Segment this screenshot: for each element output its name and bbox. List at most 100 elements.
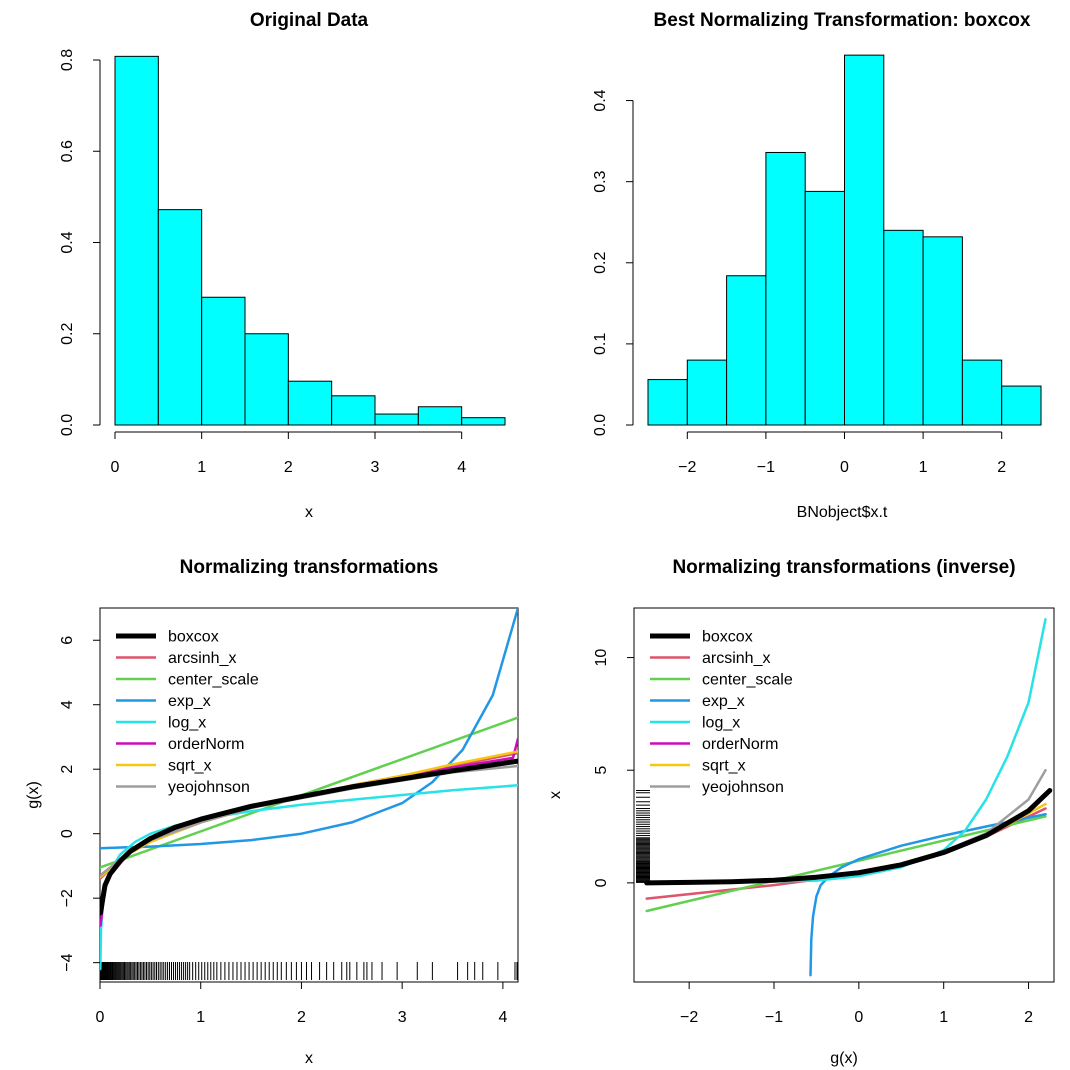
series-line-sqrt-x — [645, 802, 1047, 885]
x-tick-label: −2 — [678, 459, 696, 476]
y-tick-label: 0.6 — [59, 140, 76, 162]
x-tick-label: 0 — [840, 459, 849, 476]
histogram-bar — [331, 395, 376, 426]
chart-title: Normalizing transformations — [180, 557, 439, 578]
y-tick-label: 0 — [593, 878, 610, 887]
y-axis-label: g(x) — [25, 781, 42, 809]
y-tick-label: 0.4 — [59, 231, 76, 253]
legend-label: yeojohnson — [168, 779, 250, 796]
histogram-bar — [765, 151, 806, 426]
histogram-bar — [961, 359, 1003, 426]
histogram-bar — [686, 359, 728, 426]
legend-label: orderNorm — [168, 736, 244, 753]
x-tick-label: −1 — [765, 1009, 783, 1026]
x-axis-label: x — [305, 1050, 313, 1067]
series-line-yeojohnson — [100, 764, 518, 877]
x-tick-label: 2 — [1024, 1009, 1033, 1026]
x-tick-label: 0 — [96, 1009, 105, 1026]
y-tick-label: −4 — [59, 953, 76, 971]
histogram-bar — [804, 190, 846, 426]
series-line-arcsinh-x — [645, 807, 1047, 900]
legend-label: boxcox — [168, 629, 219, 646]
y-axis-label: x — [547, 791, 564, 799]
series-line-center-scale — [645, 815, 1047, 913]
legend-label: arcsinh_x — [168, 650, 236, 667]
x-tick-label: 4 — [457, 459, 466, 476]
histogram-bar — [922, 236, 963, 426]
legend-label: center_scale — [702, 672, 793, 689]
histogram-bar — [883, 229, 924, 426]
histogram-bar — [287, 380, 333, 426]
histogram-bar — [417, 406, 463, 426]
series-line-log-x — [100, 784, 518, 971]
legend-label: log_x — [168, 715, 206, 732]
y-tick-label: 0.2 — [59, 323, 76, 345]
histogram-bar — [1001, 385, 1042, 426]
histogram-bar — [114, 55, 159, 426]
y-tick-label: 2 — [59, 765, 76, 774]
chart-title: Normalizing transformations (inverse) — [672, 557, 1015, 578]
chart-title: Original Data — [250, 10, 369, 31]
series-group — [100, 608, 518, 980]
y-tick-label: 0.1 — [592, 333, 609, 355]
y-tick-label: 10 — [593, 649, 610, 667]
x-tick-label: 1 — [197, 459, 206, 476]
x-tick-label: 3 — [398, 1009, 407, 1026]
y-tick-label: 6 — [59, 636, 76, 645]
legend-label: orderNorm — [702, 736, 778, 753]
x-tick-label: 3 — [371, 459, 380, 476]
y-tick-label: 0.8 — [59, 49, 76, 71]
x-axis-label: g(x) — [830, 1050, 858, 1067]
plot-frame — [99, 607, 519, 983]
panel-4: Normalizing transformations (inverse) g(x… — [547, 557, 1055, 1067]
x-axis-label: x — [305, 504, 313, 521]
x-tick-label: 0 — [111, 459, 120, 476]
x-tick-label: 2 — [997, 459, 1006, 476]
histogram-bar — [726, 275, 767, 426]
y-tick-label: 0.4 — [592, 89, 609, 111]
histogram-bar — [844, 54, 885, 426]
x-tick-label: 1 — [919, 459, 928, 476]
histogram-bar — [374, 413, 419, 426]
x-tick-label: 2 — [297, 1009, 306, 1026]
x-tick-label: 1 — [939, 1009, 948, 1026]
histogram-bar — [461, 417, 506, 426]
panel-2: Best Normalizing Transformation: boxcox B… — [592, 10, 1042, 521]
legend-label: sqrt_x — [702, 758, 746, 775]
y-tick-label: 0.2 — [592, 252, 609, 274]
series-line-boxcox — [644, 788, 1053, 886]
x-tick-label: −1 — [757, 459, 775, 476]
x-axis-label: BNobject$x.t — [797, 504, 888, 521]
legend-label: arcsinh_x — [702, 650, 770, 667]
histogram-bar — [647, 379, 688, 426]
series-line-boxcox — [100, 758, 518, 916]
series-line-exp-x — [809, 812, 1047, 977]
x-tick-label: −2 — [680, 1009, 698, 1026]
series-line-ordernorm — [645, 793, 1047, 885]
y-tick-label: 0.0 — [59, 414, 76, 436]
y-tick-label: −2 — [59, 889, 76, 907]
x-tick-label: 2 — [284, 459, 293, 476]
panel-3: Normalizing transformations x g(x) 0 1 2 3 4 −4 −… — [25, 557, 519, 1067]
y-tick-label: 0 — [59, 829, 76, 838]
histogram-bar — [157, 209, 203, 426]
panel-1: Original Data x 0 1 2 3 4 0.0 0.2 0.4 0.6 0.8 — [59, 10, 506, 521]
y-tick-label: 0.0 — [592, 414, 609, 436]
series-line-center-scale — [100, 716, 518, 869]
y-tick-label: 0.3 — [592, 170, 609, 192]
legend-label: log_x — [702, 715, 740, 732]
legend-label: exp_x — [168, 693, 211, 710]
x-tick-label: 1 — [196, 1009, 205, 1026]
legend-label: sqrt_x — [168, 758, 212, 775]
chart-title: Best Normalizing Transformation: boxcox — [654, 10, 1031, 31]
y-tick-label: 4 — [59, 700, 76, 709]
legend-label: center_scale — [168, 672, 259, 689]
plot-frame — [633, 607, 1055, 983]
x-tick-label: 4 — [498, 1009, 507, 1026]
legend-label: exp_x — [702, 693, 745, 710]
legend-label: yeojohnson — [702, 779, 784, 796]
x-tick-label: 0 — [854, 1009, 863, 1026]
series-group — [636, 618, 1053, 977]
y-tick-label: 5 — [593, 766, 610, 775]
